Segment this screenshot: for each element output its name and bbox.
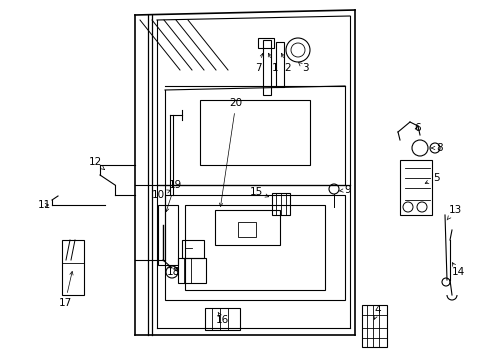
Text: 16: 16 — [215, 312, 228, 325]
Text: 3: 3 — [298, 63, 307, 73]
Bar — [258, 38, 273, 48]
Text: 20: 20 — [219, 98, 242, 207]
Text: 8: 8 — [430, 143, 443, 153]
Bar — [200, 100, 309, 165]
Bar — [182, 240, 203, 258]
Text: 4: 4 — [373, 305, 381, 319]
Text: 13: 13 — [446, 205, 461, 220]
Bar — [215, 210, 280, 245]
Text: 17: 17 — [58, 271, 73, 308]
Text: 15: 15 — [249, 187, 268, 197]
Bar — [62, 240, 84, 295]
Bar — [238, 222, 256, 237]
Text: 2: 2 — [281, 53, 291, 73]
Bar — [275, 42, 284, 87]
Text: 14: 14 — [450, 263, 464, 277]
Text: 10: 10 — [151, 190, 170, 200]
Text: 7: 7 — [254, 53, 263, 73]
Text: 5: 5 — [424, 173, 438, 183]
Bar — [399, 160, 431, 215]
Bar — [204, 308, 240, 330]
Text: 6: 6 — [414, 123, 421, 133]
Bar — [178, 258, 205, 283]
Text: 12: 12 — [88, 157, 104, 170]
Bar — [164, 195, 345, 300]
Text: 19: 19 — [165, 180, 181, 212]
Text: 9: 9 — [339, 185, 350, 195]
Text: 11: 11 — [37, 200, 51, 210]
Text: 18: 18 — [166, 267, 179, 277]
Bar — [158, 205, 178, 265]
Bar — [184, 205, 325, 290]
Text: 1: 1 — [268, 53, 278, 73]
Bar — [271, 193, 289, 215]
Bar — [361, 305, 386, 347]
Bar — [263, 40, 270, 95]
